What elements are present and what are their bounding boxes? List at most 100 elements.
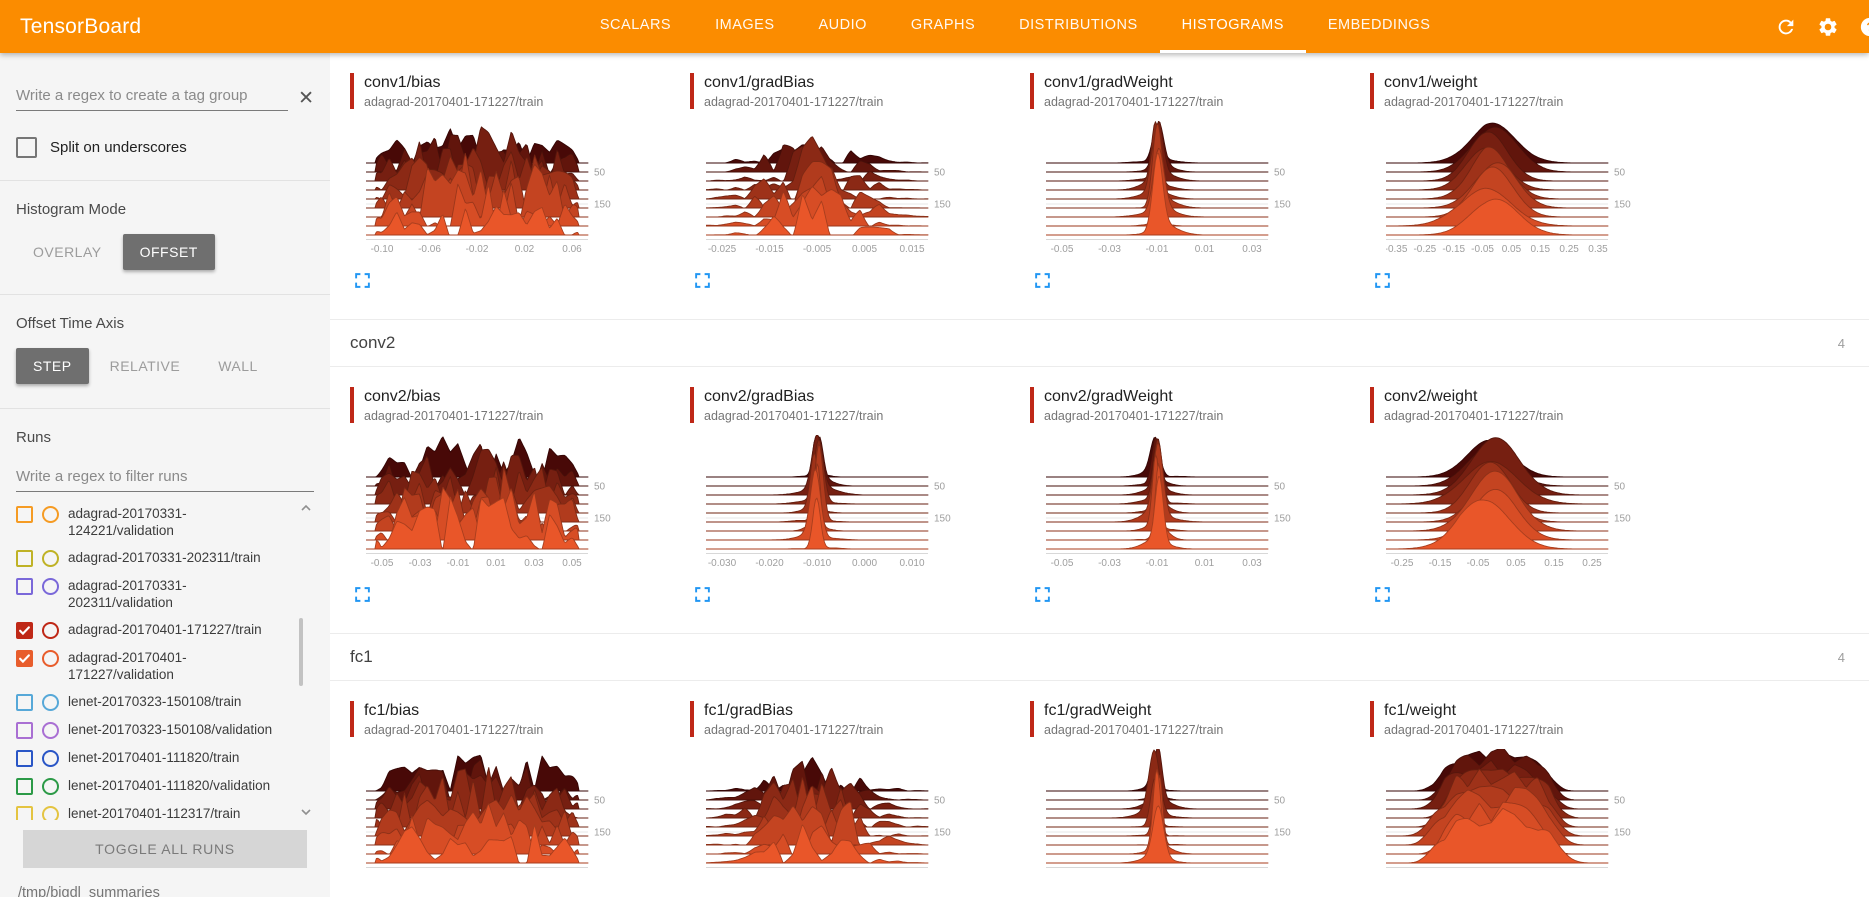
tab-images[interactable]: IMAGES [715,17,775,33]
run-name: lenet-20170323-150108/validation [68,722,273,737]
x-axis-tick: -0.15 [1442,244,1465,255]
histogram-mode-offset-button[interactable]: OFFSET [122,234,215,270]
run-checkbox[interactable] [16,506,33,523]
expand-card-icon[interactable] [694,272,711,289]
tab-distributions[interactable]: DISTRIBUTIONS [1019,17,1138,33]
tab-audio[interactable]: AUDIO [818,17,867,33]
section-header[interactable]: conv2 4 [330,319,1869,367]
runs-filter-input[interactable] [16,462,314,492]
histogram-chart[interactable]: 50 150 -0.05 -0.03 -0.01 0.01 0.03 [1045,120,1298,257]
run-checkbox[interactable] [16,550,33,567]
section-header[interactable]: fc1 4 [330,633,1869,681]
y-axis-tick: 150 [1274,200,1291,211]
header-icons: ? [1775,0,1869,53]
run-color-circle-icon [42,722,59,739]
x-axis-tick: 0.05 [562,558,582,569]
card-run-name: adagrad-20170401-171227/train [1384,95,1564,109]
run-checkbox[interactable] [16,806,33,820]
histogram-chart[interactable]: 50 150 -0.10 -0.06 -0.02 0.02 0.06 [365,121,618,257]
x-axis-tick: 0.03 [1242,244,1262,255]
y-axis-tick: 150 [594,200,611,211]
run-checkbox[interactable] [16,622,33,639]
expand-card-icon[interactable] [694,586,711,603]
run-row[interactable]: adagrad-20170401-171227/validation [16,644,288,688]
histogram-chart[interactable]: 50 150 -0.030 -0.020 -0.010 0.000 0.010 [705,433,958,571]
histogram-chart[interactable]: 50 150 [1045,746,1298,885]
expand-card-icon[interactable] [354,272,371,289]
histogram-chart[interactable]: 50 150 -0.05 -0.03 -0.01 0.01 0.03 [1045,435,1298,571]
tag-filter-input[interactable] [16,81,289,111]
x-axis-tick: -0.25 [1391,558,1414,569]
x-axis-tick: 0.000 [852,558,877,569]
settings-gear-icon[interactable] [1817,16,1839,38]
run-name: adagrad-20170401-171227/train [68,622,262,637]
x-axis-tick: 0.010 [899,558,924,569]
card-title: fc1/gradBias [704,702,793,719]
x-axis-tick: 0.03 [524,558,544,569]
run-row[interactable]: adagrad-20170331-202311/train [16,544,288,572]
offset-axis-wall-button[interactable]: WALL [201,348,275,384]
run-color-indicator [690,387,694,423]
run-row[interactable]: lenet-20170401-112317/train [16,800,288,820]
card-run-name: adagrad-20170401-171227/train [1384,723,1564,737]
run-checkbox[interactable] [16,750,33,767]
expand-card-icon[interactable] [354,586,371,603]
histogram-chart[interactable]: 50 150 -0.025 -0.015 -0.005 0.005 0.015 [705,121,958,257]
clear-tag-filter-icon[interactable]: ✕ [298,88,314,109]
scroll-down-icon[interactable] [298,804,314,820]
offset-axis-relative-button[interactable]: RELATIVE [93,348,198,384]
tab-histograms[interactable]: HISTOGRAMS [1159,0,1306,53]
tab-graphs[interactable]: GRAPHS [910,17,976,33]
main-nav: SCALARS IMAGES AUDIO GRAPHS DISTRIBUTIONS HIS… [161,0,1869,53]
run-row[interactable]: lenet-20170401-111820/train [16,744,288,772]
run-checkbox[interactable] [16,650,33,667]
run-row[interactable]: lenet-20170323-150108/validation [16,716,288,744]
run-color-indicator [1370,387,1374,423]
tab-scalars[interactable]: SCALARS [599,17,672,33]
y-axis-tick: 150 [594,828,611,839]
tab-embeddings[interactable]: EMBEDDINGS [1327,17,1431,33]
run-color-circle-icon [42,778,59,795]
run-row[interactable]: adagrad-20170331-124221/validation [16,500,288,544]
histogram-chart[interactable]: 50 150 [705,749,958,885]
run-row[interactable]: adagrad-20170401-171227/train [16,616,288,644]
app-header: TensorBoard SCALARS IMAGES AUDIO GRAPHS DIST… [0,0,1869,53]
run-checkbox[interactable] [16,722,33,739]
run-color-indicator [350,73,354,109]
y-axis-tick: 50 [934,168,946,179]
expand-card-icon[interactable] [1034,272,1051,289]
run-row[interactable]: adagrad-20170331-202311/validation [16,572,288,616]
run-checkbox[interactable] [16,778,33,795]
help-icon[interactable]: ? [1859,16,1869,38]
toggle-all-runs-button[interactable]: TOGGLE ALL RUNS [23,830,307,868]
run-checkbox[interactable] [16,578,33,595]
run-color-indicator [690,701,694,737]
expand-card-icon[interactable] [1374,272,1391,289]
card-run-name: adagrad-20170401-171227/train [1044,95,1224,109]
histogram-chart[interactable]: 50 150 -0.05 -0.03 -0.01 0.01 0.03 0.05 [365,435,618,571]
expand-card-icon[interactable] [1034,586,1051,603]
expand-card-icon[interactable] [1374,586,1391,603]
x-axis-tick: 0.015 [899,244,924,255]
runs-scrollbar[interactable] [299,618,303,686]
histogram-chart[interactable]: 50 150 [1385,747,1638,885]
x-axis-tick: -0.05 [371,558,394,569]
histogram-chart[interactable]: 50 150 -0.35 -0.25 -0.15 -0.05 0.05 0.15 0.25 0.3… [1385,121,1638,257]
run-row[interactable]: lenet-20170323-150108/train [16,688,288,716]
histogram-mode-overlay-button[interactable]: OVERLAY [16,234,119,270]
x-axis-tick: -0.02 [466,244,489,255]
x-axis-tick: 0.01 [1195,244,1215,255]
histogram-chart[interactable]: 50 150 -0.25 -0.15 -0.05 0.05 0.15 0.25 [1385,435,1638,571]
run-name: adagrad-20170331-202311/validation [68,578,187,610]
refresh-icon[interactable] [1775,16,1797,38]
x-axis-tick: -0.03 [409,558,432,569]
histogram-chart[interactable]: 50 150 [365,749,618,885]
run-row[interactable]: lenet-20170401-111820/validation [16,772,288,800]
run-checkbox[interactable] [16,694,33,711]
split-on-underscores-checkbox[interactable]: Split on underscores [0,111,330,180]
card-run-name: adagrad-20170401-171227/train [364,723,544,737]
x-axis-tick: -0.010 [803,558,832,569]
x-axis-tick: -0.06 [418,244,441,255]
offset-axis-step-button[interactable]: STEP [16,348,89,384]
scroll-up-icon[interactable] [298,500,314,516]
